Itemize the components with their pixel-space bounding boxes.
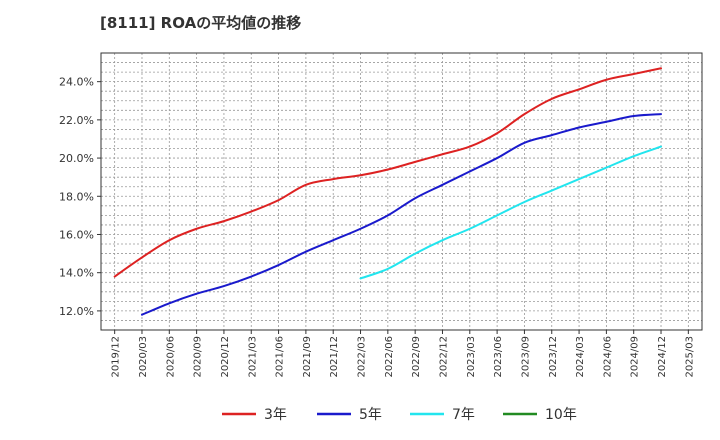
- x-tick-label: 2020/09: [193, 336, 204, 378]
- y-tick-label: 24.0%: [59, 76, 94, 89]
- x-tick-label: 2023/12: [548, 336, 559, 378]
- series-line-3年: [113, 67, 663, 278]
- y-tick-label: 18.0%: [59, 190, 94, 203]
- x-tick-label: 2023/06: [493, 336, 504, 378]
- x-tick-label: 2022/12: [438, 336, 449, 378]
- plot-frame: [100, 52, 703, 331]
- x-tick-label: 2019/12: [111, 336, 122, 378]
- legend-label: 3年: [264, 407, 287, 423]
- y-axis-ticks: 12.0% 14.0% 16.0% 18.0% 20.0% 22.0% 24.0%: [59, 76, 101, 318]
- x-tick-label: 2023/03: [466, 336, 477, 378]
- plot-area: [101, 53, 702, 330]
- y-tick-label: 22.0%: [59, 114, 94, 127]
- x-tick-label: 2022/03: [357, 336, 368, 378]
- legend-label: 5年: [359, 407, 382, 423]
- x-tick-label: 2021/06: [275, 336, 286, 378]
- y-tick-label: 12.0%: [59, 305, 94, 318]
- x-tick-label: 2020/06: [165, 336, 176, 378]
- series-line-5年: [140, 113, 663, 316]
- x-tick-label: 2024/09: [630, 336, 641, 378]
- series-lines: [113, 67, 663, 316]
- x-tick-label: 2021/12: [329, 336, 340, 378]
- x-tick-label: 2022/09: [411, 336, 422, 378]
- x-tick-label: 2024/03: [575, 336, 586, 378]
- x-tick-label: 2024/12: [657, 336, 668, 378]
- x-tick-label: 2022/06: [384, 336, 395, 378]
- x-tick-label: 2020/03: [138, 336, 149, 378]
- x-tick-label: 2021/09: [302, 336, 313, 378]
- legend-label: 7年: [452, 407, 475, 423]
- x-tick-label: 2024/06: [602, 336, 613, 378]
- x-tick-label: 2020/12: [220, 336, 231, 378]
- x-axis-ticks: 2019/12 2020/03 2020/06 2020/09 2020/12 2021/…: [111, 330, 695, 378]
- grid: [101, 52, 702, 331]
- legend: 3年 5年 7年 10年: [222, 407, 577, 423]
- x-tick-label: 2021/03: [247, 336, 258, 378]
- x-tick-label: 2025/03: [684, 336, 695, 378]
- chart-title: [8111] ROAの平均値の推移: [100, 14, 302, 32]
- legend-label: 10年: [545, 407, 577, 423]
- series-line-7年: [359, 145, 663, 280]
- y-tick-label: 14.0%: [59, 267, 94, 280]
- y-tick-label: 20.0%: [59, 152, 94, 165]
- y-tick-label: 16.0%: [59, 228, 94, 241]
- x-tick-label: 2023/09: [520, 336, 531, 378]
